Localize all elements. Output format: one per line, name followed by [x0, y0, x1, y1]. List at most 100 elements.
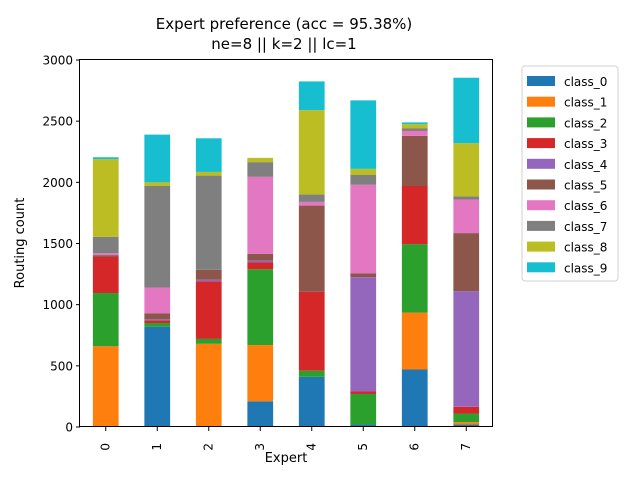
bar-segment-class_8-expert-2 [195, 171, 222, 176]
bar-segment-class_3-expert-3 [247, 262, 274, 270]
legend-label-class_0: class_0 [564, 75, 607, 89]
bar-segment-class_0-expert-3 [247, 401, 274, 427]
bar-segment-class_9-expert-2 [195, 138, 222, 172]
bar-segment-class_0-expert-5 [350, 424, 377, 427]
bar-segment-class_7-expert-0 [92, 236, 119, 254]
x-axis-label: Expert [265, 451, 308, 466]
bar-segment-class_5-expert-1 [144, 313, 171, 320]
y-tick-label: 1000 [42, 298, 73, 312]
bar-segment-class_5-expert-5 [350, 273, 377, 278]
bar-segment-class_9-expert-6 [401, 122, 428, 125]
bar-segment-class_6-expert-5 [350, 184, 377, 274]
bar-segment-class_0-expert-6 [401, 369, 428, 427]
bar-segment-class_4-expert-2 [195, 279, 222, 282]
bar-segment-class_3-expert-0 [92, 256, 119, 294]
legend-label-class_8: class_8 [564, 241, 607, 255]
bar-segment-class_2-expert-3 [247, 269, 274, 346]
bar-segment-class_7-expert-6 [401, 128, 428, 131]
legend-label-class_7: class_7 [564, 220, 607, 234]
bar-segment-class_0-expert-1 [144, 326, 171, 427]
bar-segment-class_7-expert-5 [350, 174, 377, 185]
bar-segment-class_5-expert-4 [298, 205, 325, 292]
bar-segment-class_6-expert-6 [401, 130, 428, 136]
bars-group [92, 77, 480, 427]
bar-segment-class_5-expert-3 [247, 253, 274, 261]
bar-segment-class_2-expert-7 [453, 413, 480, 423]
bar-segment-class_1-expert-7 [453, 422, 480, 425]
x-tick-label: 5 [356, 443, 370, 451]
legend-label-class_4: class_4 [564, 158, 607, 172]
bar-segment-class_3-expert-5 [350, 391, 377, 394]
bar-segment-class_7-expert-2 [195, 175, 222, 270]
x-tick-label: 6 [407, 443, 421, 451]
legend-swatch-class_7 [527, 220, 555, 231]
bar-segment-class_2-expert-1 [144, 323, 171, 327]
legend-swatch-class_8 [527, 241, 555, 252]
bar-segment-class_8-expert-6 [401, 124, 428, 129]
bar-segment-class_8-expert-5 [350, 168, 377, 175]
bar-segment-class_9-expert-0 [92, 157, 119, 160]
bar-segment-class_5-expert-0 [92, 255, 119, 257]
bar-segment-class_6-expert-4 [298, 201, 325, 206]
legend-label-class_3: class_3 [564, 137, 607, 151]
legend-swatch-class_4 [527, 158, 555, 169]
legend: class_0 class_1 class_2 class_3 class_4class… [521, 65, 619, 282]
y-tick-label: 1500 [42, 237, 73, 251]
bar-segment-class_0-expert-4 [298, 376, 325, 427]
legend-label-class_1: class_1 [564, 96, 607, 110]
bar-segment-class_1-expert-0 [92, 346, 119, 427]
y-tick-label: 3000 [42, 54, 73, 68]
bar-segment-class_3-expert-4 [298, 291, 325, 371]
bar-segment-class_7-expert-1 [144, 186, 171, 288]
bar-segment-class_9-expert-4 [298, 81, 325, 111]
x-tick-label: 3 [253, 443, 267, 451]
bar-segment-class_1-expert-6 [401, 312, 428, 370]
bar-segment-class_6-expert-7 [453, 199, 480, 234]
legend-swatch-class_0 [527, 76, 555, 86]
y-axis-label: Routing count [13, 198, 28, 289]
legend-label-class_2: class_2 [564, 116, 607, 130]
legend-swatch-class_3 [527, 138, 555, 149]
y-axis-ticks: 0 500 1000 1500 2000 2500 3000 [42, 54, 80, 435]
x-tick-label: 4 [304, 443, 318, 451]
bar-segment-class_1-expert-3 [247, 345, 274, 402]
bar-segment-class_7-expert-4 [298, 194, 325, 202]
bar-segment-class_9-expert-7 [453, 77, 480, 144]
chart-subtitle: ne=8 || k=2 || lc=1 [211, 35, 356, 53]
bar-segment-class_0-expert-7 [453, 424, 480, 427]
bar-segment-class_4-expert-3 [247, 260, 274, 263]
bar-segment-class_3-expert-7 [453, 406, 480, 414]
bar-segment-class_6-expert-0 [92, 253, 119, 256]
legend-swatch-class_2 [527, 117, 555, 128]
bar-segment-class_7-expert-7 [453, 196, 480, 200]
bar-segment-class_5-expert-2 [195, 269, 222, 280]
bar-segment-class_4-expert-7 [453, 291, 480, 407]
bar-segment-class_8-expert-4 [298, 110, 325, 195]
x-tick-label: 2 [201, 443, 215, 451]
bar-segment-class_3-expert-1 [144, 320, 171, 324]
bar-segment-class_2-expert-6 [401, 244, 428, 313]
bar-segment-class_1-expert-2 [195, 343, 222, 427]
y-tick-label: 500 [50, 359, 73, 373]
bar-segment-class_5-expert-7 [453, 233, 480, 292]
legend-label-class_9: class_9 [564, 261, 607, 275]
y-tick-label: 2500 [42, 115, 73, 129]
bar-segment-class_9-expert-1 [144, 134, 171, 183]
legend-label-class_6: class_6 [564, 199, 607, 213]
legend-swatch-class_9 [527, 262, 555, 273]
y-tick-label: 2000 [42, 176, 73, 190]
bar-segment-class_7-expert-3 [247, 162, 274, 177]
x-tick-label: 0 [98, 443, 112, 451]
bar-segment-class_2-expert-5 [350, 393, 377, 425]
bar-segment-class_8-expert-7 [453, 143, 480, 197]
bar-segment-class_2-expert-0 [92, 293, 119, 347]
plot-frame [79, 59, 493, 427]
x-tick-label: 7 [459, 443, 473, 451]
bar-segment-class_2-expert-2 [195, 338, 222, 344]
x-axis-ticks: 0 1 2 3 4 5 6 7 [98, 427, 473, 451]
chart-title: Expert preference (acc = 95.38%) [156, 15, 413, 33]
legend-label-class_5: class_5 [564, 179, 607, 193]
bar-segment-class_3-expert-6 [401, 186, 428, 245]
bar-segment-class_8-expert-1 [144, 182, 171, 187]
